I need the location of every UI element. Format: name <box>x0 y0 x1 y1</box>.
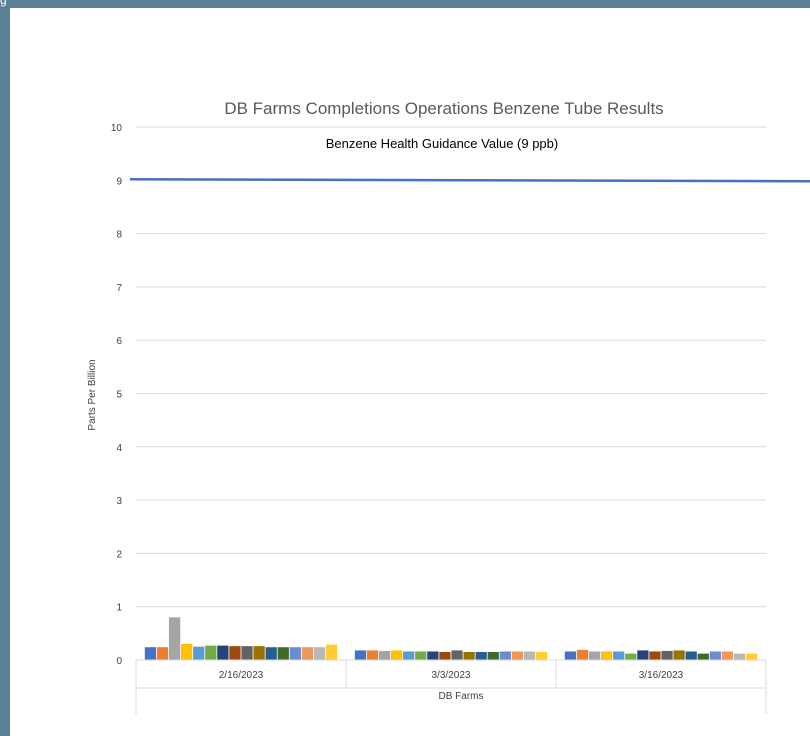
gridlines <box>136 126 766 608</box>
bar <box>265 647 277 660</box>
bar <box>535 652 548 660</box>
bar <box>205 645 217 660</box>
bar <box>613 651 625 660</box>
x-tick-label: 3/3/2023 <box>432 670 471 681</box>
bar <box>661 650 673 660</box>
bar <box>156 647 169 660</box>
bar <box>277 647 289 660</box>
bar <box>301 647 314 660</box>
y-tick-label: 8 <box>116 230 122 241</box>
bar <box>229 646 241 660</box>
reference-line-label: Benzene Health Guidance Value (9 ppb) <box>326 136 558 151</box>
bar <box>253 646 265 660</box>
bar <box>391 650 403 660</box>
bar <box>354 650 367 660</box>
y-tick-label: 7 <box>116 283 122 294</box>
x-tick-label: 2/16/2023 <box>219 670 264 681</box>
y-tick-label: 5 <box>116 390 122 401</box>
bar <box>463 652 475 660</box>
x-tick-label: 3/16/2023 <box>639 670 684 681</box>
window-frame-top <box>0 0 810 8</box>
y-tick-label: 0 <box>116 656 122 667</box>
bar <box>241 646 253 660</box>
bar <box>511 651 524 660</box>
bar <box>313 647 326 660</box>
bar <box>588 651 601 660</box>
y-tick-label: 3 <box>116 496 122 507</box>
bar <box>168 617 181 660</box>
bar <box>451 650 463 660</box>
x-axis-title: DB Farms <box>439 691 484 702</box>
chart-panel: 0 1 2 3 4 5 6 7 8 9 10 2/16/2023 3/3/2023 3/16/2023 … <box>10 8 810 736</box>
bar <box>403 651 415 660</box>
bar <box>649 651 661 660</box>
bar <box>721 651 734 660</box>
bar <box>289 647 301 660</box>
bar <box>576 649 589 660</box>
bar <box>499 651 511 660</box>
guidance-reference-line <box>129 178 810 183</box>
bar <box>439 652 451 660</box>
x-axis: 2/16/2023 3/3/2023 3/16/2023 <box>135 659 767 714</box>
bar <box>697 653 709 660</box>
bar <box>745 653 758 660</box>
y-tick-label: 1 <box>116 603 122 614</box>
bar <box>564 651 577 660</box>
y-axis-title: Parts Per Billion <box>87 359 98 430</box>
chart-title: DB Farms Completions Operations Benzene … <box>224 99 663 118</box>
bar <box>144 647 157 660</box>
y-tick-label: 4 <box>116 443 122 454</box>
bar <box>523 651 536 660</box>
bars <box>144 617 758 660</box>
y-tick-labels: 0 1 2 3 4 5 6 7 8 9 10 <box>111 123 123 667</box>
bar <box>325 644 338 660</box>
bar <box>673 650 685 660</box>
y-tick-label: 6 <box>116 336 122 347</box>
bar <box>475 652 487 660</box>
bar <box>193 646 205 660</box>
bar <box>625 653 637 660</box>
bar <box>427 651 439 660</box>
bar <box>181 644 193 660</box>
window-title-fragment: g <box>0 0 7 7</box>
bar <box>733 653 746 660</box>
bar <box>378 650 391 660</box>
y-tick-label: 2 <box>116 549 122 560</box>
bar <box>709 651 721 660</box>
bar <box>217 645 229 660</box>
bar <box>685 651 697 660</box>
bar <box>487 652 499 660</box>
y-tick-label: 9 <box>116 176 122 187</box>
window-frame-left <box>0 0 10 736</box>
y-tick-label: 10 <box>111 123 123 134</box>
bar <box>637 650 649 660</box>
bar <box>415 651 427 660</box>
bar <box>601 651 613 660</box>
bar <box>366 650 379 660</box>
